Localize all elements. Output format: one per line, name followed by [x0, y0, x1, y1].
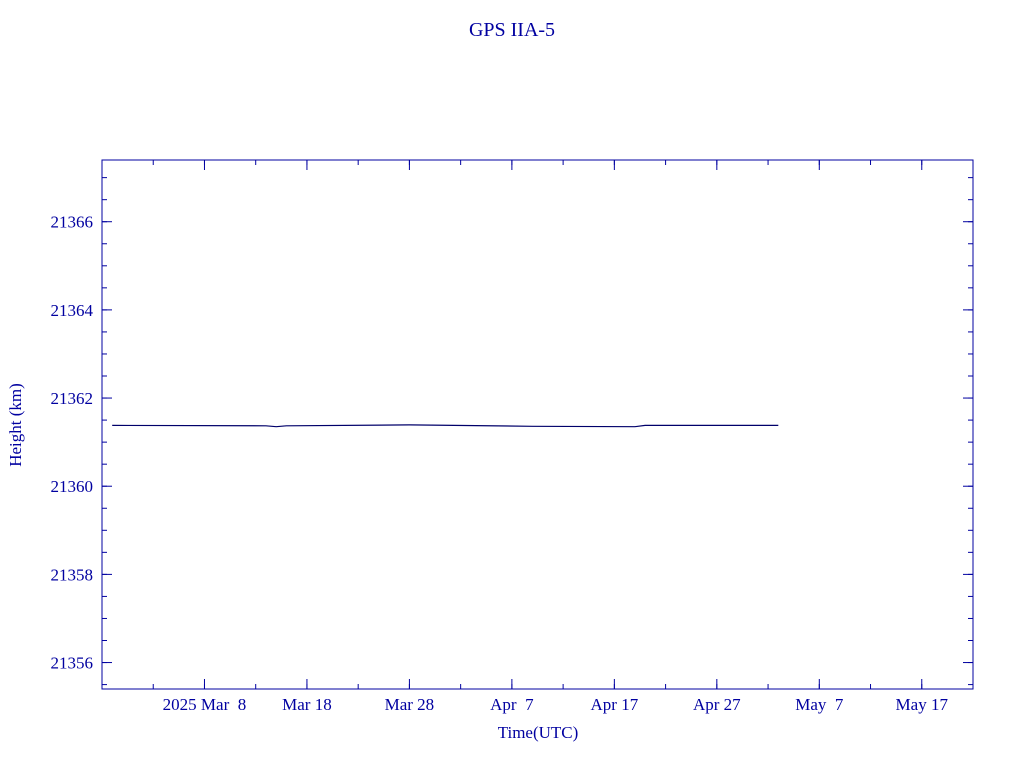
x-tick-label: Mar 18: [282, 695, 332, 714]
x-tick-label: Apr 7: [490, 695, 534, 714]
y-tick-label: 21356: [51, 654, 94, 673]
plot-frame: [101, 159, 974, 690]
y-tick-label: 21366: [51, 213, 94, 232]
y-axis-label: Height (km): [6, 383, 25, 467]
x-tick-label: May 7: [795, 695, 844, 714]
y-tick-label: 21362: [51, 389, 94, 408]
x-tick-label: May 17: [896, 695, 949, 714]
x-tick-label: Mar 28: [385, 695, 435, 714]
chart-title: GPS IIA-5: [469, 19, 555, 41]
y-tick-label: 21364: [51, 301, 94, 320]
x-axis-label: Time(UTC): [498, 723, 579, 742]
x-tick-label: 2025 Mar 8: [163, 695, 247, 714]
y-tick-label: 21358: [51, 565, 94, 584]
x-tick-label: Apr 27: [693, 695, 741, 714]
data-line: [112, 424, 779, 428]
y-tick-label: 21360: [51, 477, 94, 496]
x-tick-label: Apr 17: [591, 695, 639, 714]
